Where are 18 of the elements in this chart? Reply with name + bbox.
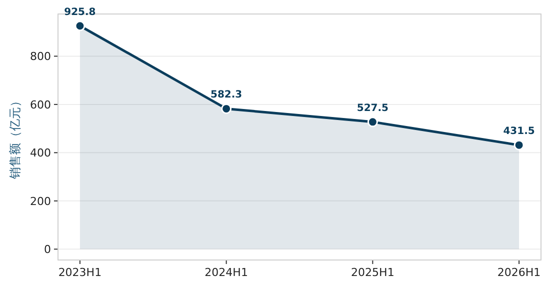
- point: [221, 103, 232, 114]
- data-label: 527.5: [356, 102, 389, 114]
- data-label: 582.3: [210, 90, 242, 101]
- y-axis-title: 销售额（亿元）: [8, 95, 22, 180]
- y-tick-label: 400: [30, 146, 51, 160]
- x-tick-label: 2023H1: [58, 266, 102, 279]
- y-tick-label: 0: [44, 243, 51, 256]
- point: [74, 20, 86, 32]
- y-tick-label: 800: [30, 50, 51, 64]
- x-tick-label: 2026H1: [497, 266, 541, 279]
- x-tick-label: 2025H1: [351, 266, 394, 279]
- point: [514, 140, 524, 150]
- y-tick-label: 600: [30, 98, 51, 112]
- data-label: 431.5: [503, 126, 535, 138]
- data-label: 925.8: [64, 6, 96, 18]
- x-tick-label: 2024H1: [204, 266, 248, 279]
- point: [367, 116, 378, 128]
- y-tick-label: 200: [30, 194, 51, 208]
